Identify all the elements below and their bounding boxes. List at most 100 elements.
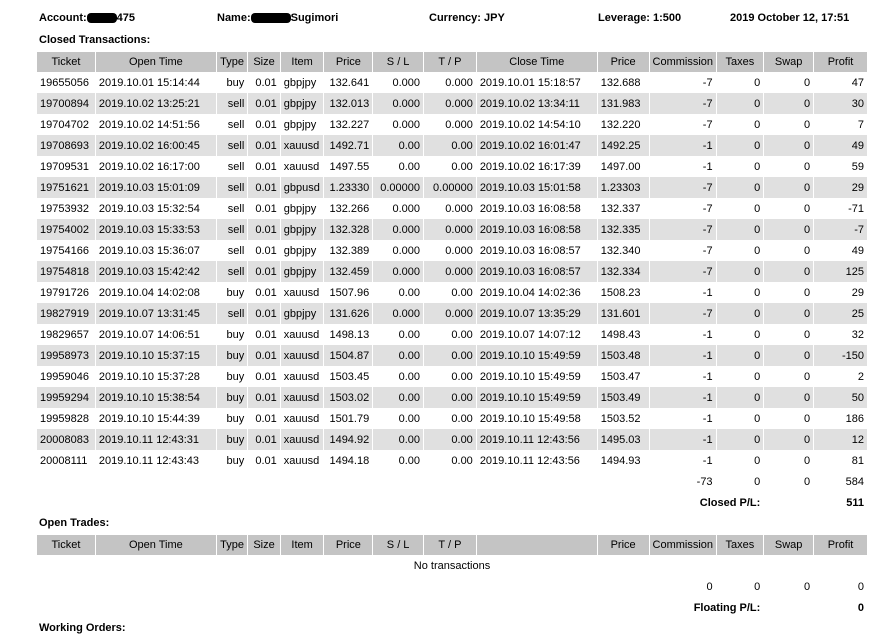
cell-ticket: 19959828 (40, 412, 89, 425)
cell-close-time: 2019.10.03 16:08:58 (479, 202, 581, 215)
cell-swap: 0 (803, 202, 811, 215)
cell-ticket: 19709531 (40, 160, 89, 173)
cell-taxes: 0 (754, 76, 761, 89)
redaction (86, 13, 117, 24)
cell-commission: -7 (702, 76, 713, 89)
column-header: Price (324, 52, 373, 72)
cell-size: 0.01 (255, 202, 277, 215)
closed-pl-row: Closed P/L: 511 (37, 492, 867, 513)
cell-swap: 0 (764, 219, 814, 240)
cell-item: gbpjpy (280, 93, 324, 114)
cell-item: xauusd (283, 412, 320, 425)
cell-open-time: 2019.10.01 15:14:44 (98, 76, 200, 89)
cell-close-price: 132.337 (600, 202, 641, 215)
cell-open-time: 2019.10.02 13:25:21 (95, 93, 216, 114)
cell-s-l: 0.000 (392, 244, 420, 257)
cell-size: 0.01 (255, 370, 277, 383)
cell-price: 1494.18 (329, 454, 370, 467)
cell-t-p: 0.000 (424, 261, 476, 282)
no-transactions: No transactions (413, 559, 491, 572)
cell-t-p: 0.000 (445, 244, 473, 257)
cell-item: xauusd (283, 454, 320, 467)
cell-taxes: 0 (754, 286, 761, 299)
cell-size: 0.01 (248, 387, 280, 408)
closed-pl-value: 511 (846, 496, 864, 509)
table-row: 19709531 2019.10.02 16:17:00 sell 0.01 xauus… (37, 156, 867, 177)
cell-t-p: 0.00 (451, 328, 473, 341)
cell-size: 0.01 (248, 303, 280, 324)
column-header: Taxes (716, 535, 764, 555)
table-row: 19754818 2019.10.03 15:42:42 sell 0.01 gbpjp… (37, 261, 867, 282)
cell-close-price: 131.983 (597, 93, 649, 114)
cell-ticket: 19754166 (40, 244, 89, 257)
cell-type: sell (216, 261, 248, 282)
cell-swap: 0 (803, 454, 811, 467)
cell-close-price: 1497.00 (600, 160, 641, 173)
table-row: 19753932 2019.10.03 15:32:54 sell 0.01 gbpjp… (37, 198, 867, 219)
cell-price: 1501.79 (329, 412, 370, 425)
cell-type: buy (216, 429, 248, 450)
cell-swap: 0 (803, 160, 811, 173)
cell-t-p: 0.00 (451, 370, 473, 383)
total-taxes: 0 (754, 580, 761, 593)
cell-commission: -1 (649, 135, 716, 156)
cell-s-l: 0.00 (398, 328, 420, 341)
cell-profit: -150 (814, 345, 867, 366)
name-info: Name: Sugimori (217, 12, 338, 24)
closed-transactions-title: Closed Transactions: (39, 34, 151, 46)
floating-pl-value: 0 (857, 601, 864, 614)
table-row: 19829657 2019.10.07 14:06:51 buy 0.01 xauusd… (37, 324, 867, 345)
cell-close-price: 1503.49 (597, 387, 649, 408)
cell-price: 1494.92 (324, 429, 373, 450)
cell-close-time: 2019.10.03 16:08:57 (479, 244, 581, 257)
cell-item: gbpjpy (283, 118, 317, 131)
open-trades-title: Open Trades: (39, 517, 110, 529)
cell-item: gbpjpy (280, 261, 324, 282)
cell-ticket: 19959294 (37, 387, 95, 408)
cell-swap: 0 (764, 93, 814, 114)
open-totals-row: 0 0 0 0 (37, 576, 867, 597)
closed-pl-label: Closed P/L: (699, 496, 761, 509)
cell-type: sell (216, 93, 248, 114)
cell-ticket: 19958973 (37, 345, 95, 366)
cell-size: 0.01 (248, 345, 280, 366)
cell-taxes: 0 (716, 219, 764, 240)
cell-price: 1503.02 (324, 387, 373, 408)
cell-type: sell (227, 160, 245, 173)
account-number: 475 (116, 12, 136, 24)
column-header: Item (280, 535, 324, 555)
cell-size: 0.01 (248, 219, 280, 240)
table-row: 19754166 2019.10.03 15:36:07 sell 0.01 gbpjp… (37, 240, 867, 261)
cell-t-p: 0.000 (445, 202, 473, 215)
cell-open-time: 2019.10.03 15:33:53 (95, 219, 216, 240)
column-header: Ticket (37, 535, 95, 555)
total-commission: 0 (706, 580, 713, 593)
cell-close-price: 132.334 (597, 261, 649, 282)
cell-t-p: 0.000 (445, 118, 473, 131)
column-header: Price (597, 52, 649, 72)
cell-type: sell (216, 177, 248, 198)
cell-ticket: 19655056 (40, 76, 89, 89)
cell-profit: 12 (814, 429, 867, 450)
table-row: 19827919 2019.10.07 13:31:45 sell 0.01 gbpjp… (37, 303, 867, 324)
cell-profit: 81 (851, 454, 864, 467)
currency: Currency: JPY (429, 12, 505, 24)
column-header: S / L (373, 535, 423, 555)
table-row: 19704702 2019.10.02 14:51:56 sell 0.01 gbpjp… (37, 114, 867, 135)
cell-close-price: 1508.23 (600, 286, 641, 299)
column-header: Profit (814, 535, 867, 555)
cell-price: 1497.55 (329, 160, 370, 173)
cell-ticket: 19700894 (37, 93, 95, 114)
cell-close-price: 132.688 (600, 76, 641, 89)
cell-profit: 125 (814, 261, 867, 282)
column-header: Commission (649, 535, 716, 555)
cell-s-l: 0.000 (373, 303, 423, 324)
cell-close-time: 2019.10.11 12:43:56 (476, 429, 597, 450)
cell-profit: 25 (814, 303, 867, 324)
cell-taxes: 0 (716, 387, 764, 408)
table-row: 20008111 2019.10.11 12:43:43 buy 0.01 xauusd… (37, 450, 867, 471)
cell-ticket: 19754818 (37, 261, 95, 282)
cell-size: 0.01 (248, 135, 280, 156)
cell-price: 132.227 (329, 118, 370, 131)
